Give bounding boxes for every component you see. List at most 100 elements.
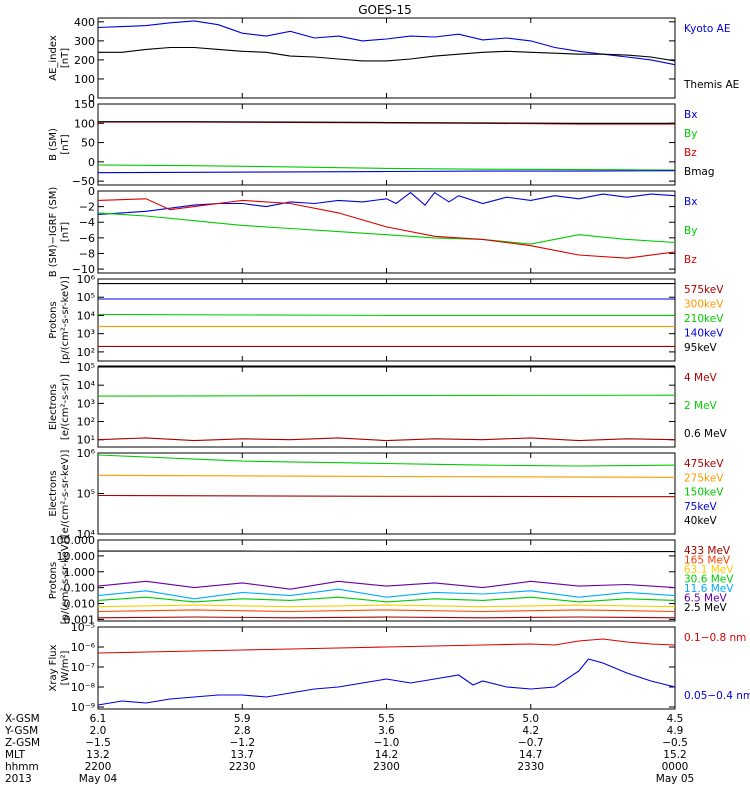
series-line: [97, 20, 676, 66]
panel-frame: [97, 366, 676, 448]
legend-entry: 475keV: [684, 458, 724, 470]
legend-entry: Bz: [684, 147, 697, 159]
series-line: [97, 164, 676, 171]
series-line: [97, 454, 676, 467]
series-group-bsm: [97, 121, 676, 174]
ephemeris-row-label: X-GSM: [5, 713, 40, 725]
y-tick-label: 300: [74, 35, 95, 48]
legend-entry: Bx: [684, 196, 697, 208]
y-tick-label: 10⁵: [77, 361, 95, 374]
ephemeris-row-label: Y-GSM: [4, 725, 38, 737]
series-line: [97, 604, 676, 608]
panel-protons1: 10² 10³ 10⁴ 10⁵ 10⁶ Protons [p/(cm²-s-sr-keV)]…: [48, 273, 724, 364]
series-line: [97, 658, 676, 706]
legend-entry: Bx: [684, 109, 697, 121]
ephemeris-value: 14.2: [375, 749, 398, 761]
ephemeris-value: 2200: [85, 761, 112, 773]
legend-entry: 63.1 MeV: [684, 564, 734, 576]
y-tick-label: −50: [72, 175, 95, 188]
series-group-electrons2: [97, 454, 676, 498]
legend-entry: 6.5 MeV: [684, 593, 728, 605]
ephemeris-value: 4.5: [667, 713, 684, 725]
y-tick-label: 10²: [77, 346, 95, 359]
y-tick-label: −4: [79, 216, 95, 229]
y-axis-label: [p/(cm²-s-sr-keV)]: [60, 276, 71, 364]
y-tick-label: 10⁶: [77, 273, 96, 286]
y-tick-label: 10.000: [57, 550, 96, 563]
y-tick-label: −8: [79, 247, 95, 260]
y-tick-label: 0.100: [64, 582, 96, 595]
legend-entry: 0.6 MeV: [684, 428, 728, 440]
y-tick-label: 10⁶: [77, 447, 96, 460]
legend-entry: Themis AE: [683, 79, 739, 91]
legend-entry: Bmag: [684, 166, 715, 178]
ephemeris-value: 2330: [517, 761, 544, 773]
panel-protons2: 0.001 0.010 0.100 1.000 10.000 100.000 Protons…: [48, 534, 734, 626]
ephemeris-row-label: hhmm: [5, 761, 39, 773]
y-axis-label: [e/(cm²-s-sr)]: [60, 374, 71, 440]
y-axis-label: [e/(cm²-s-sr-keV)]: [60, 450, 71, 538]
series-line: [98, 46, 676, 62]
legend-entry: 300keV: [684, 299, 724, 311]
panel-electrons2: 10⁴ 10⁵ 10⁶ Electrons [e/(cm²-s-sr-keV)] 475k…: [48, 447, 724, 541]
y-tick-label: 10³: [77, 397, 95, 410]
legend-entry: 11.6 MeV: [684, 583, 734, 595]
y-tick-label: 100: [74, 117, 95, 130]
legend-entry: 95keV: [684, 342, 718, 354]
y-tick-label: 10⁻⁸: [71, 681, 96, 694]
series-group-protons2: [97, 550, 676, 619]
series-line: [97, 191, 676, 215]
series-line: [97, 212, 676, 245]
panel-frame: [97, 190, 676, 274]
y-tick-label: 10⁻⁹: [71, 701, 95, 714]
ephemeris-value: 2.0: [90, 725, 107, 737]
ephemeris-value: −1.0: [374, 737, 400, 749]
ephemeris-value: 13.7: [231, 749, 254, 761]
legend-entry: 2.5 MeV: [684, 602, 728, 614]
legend-entry: 0.1−0.8 nm: [684, 632, 746, 644]
ephemeris-value: 2300: [373, 761, 400, 773]
y-axis-label: Protons: [48, 301, 59, 338]
panel-frame: [97, 278, 676, 362]
legend-entry: 140keV: [684, 328, 724, 340]
y-axis-label: B (SM)−IGRF (SM): [48, 187, 59, 278]
y-tick-label: 0: [88, 156, 95, 169]
y-axis-label: Electrons: [48, 384, 59, 430]
series-line: [97, 580, 676, 590]
y-axis-label: B (SM): [48, 128, 59, 161]
ephemeris-value: −1.2: [230, 737, 256, 749]
series-line: [97, 313, 675, 316]
ephemeris-value: 2.8: [234, 725, 251, 737]
ephemeris-value: −0.7: [518, 737, 544, 749]
y-tick-label: 10⁵: [77, 291, 95, 304]
y-tick-label: 10⁻⁶: [71, 641, 96, 654]
y-axis-label: [W/m²]: [60, 650, 71, 685]
y-tick-label: 200: [74, 54, 95, 67]
legend-entry: 75keV: [684, 501, 718, 513]
y-axis-label: [p/(cm²-s-sr-keV)]: [60, 537, 71, 625]
y-tick-label: 10⁴: [77, 309, 96, 322]
chart-title: GOES-15: [358, 3, 412, 17]
panel-ae: 0 100 200 300 400 AE_index [nT] Kyoto AE Themis …: [48, 16, 739, 105]
legend-entry: By: [684, 225, 697, 237]
series-line: [97, 494, 676, 498]
series-group-bigrf: [97, 191, 676, 259]
legend-entry: 210keV: [684, 313, 724, 325]
panel-bsm: −50 0 50 100 150 B (SM) [nT] Bx By Bz Bmag: [48, 98, 715, 188]
y-tick-label: 100: [74, 73, 95, 86]
y-axis-label: [nT]: [60, 134, 71, 154]
ephemeris-value: 2230: [229, 761, 256, 773]
y-tick-label: 10⁻⁷: [71, 661, 95, 674]
legend-entry: 575keV: [684, 284, 724, 296]
y-tick-label: 0: [88, 92, 95, 105]
series-line: [97, 198, 676, 259]
y-tick-label: 0.010: [64, 598, 96, 611]
ephemeris-row-label: 2013: [5, 773, 32, 785]
ephemeris-value: 4.2: [522, 725, 539, 737]
legend-entry: By: [684, 128, 697, 140]
legend-entry: 0.05−0.4 nm: [684, 690, 750, 702]
y-tick-label: 100.000: [50, 534, 96, 547]
ephemeris-value: 4.9: [667, 725, 684, 737]
